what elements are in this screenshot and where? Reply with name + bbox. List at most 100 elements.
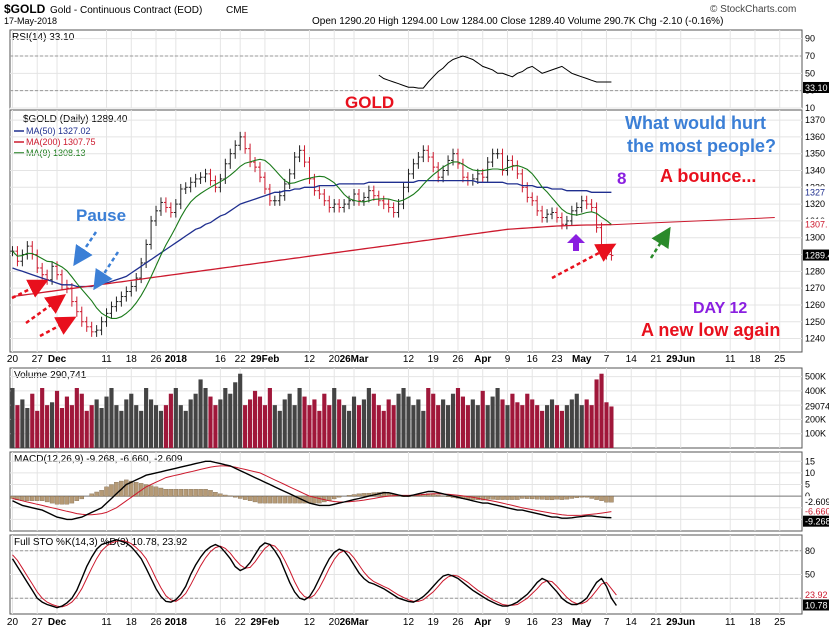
price-last-label: 1289.4 (805, 251, 829, 261)
volume-bar-99 (500, 399, 504, 448)
volume-bar-65 (332, 388, 336, 448)
volume-bar-121 (609, 406, 613, 448)
price-y-tick-2: 1260 (805, 300, 825, 310)
x-tick-b-1: 27 (32, 617, 44, 628)
ma9-line (13, 159, 612, 318)
volume-bar-109 (550, 399, 554, 448)
macd-hist-bar-17 (95, 492, 99, 496)
volume-bar-82 (416, 399, 420, 448)
volume-bar-51 (263, 405, 267, 448)
x-tick-a-3: 11 (101, 354, 112, 365)
volume-bar-8 (50, 402, 54, 448)
x-tick-a-25: 11 (725, 354, 736, 365)
volume-bar-49 (253, 391, 257, 448)
macd-hist-bar-113 (570, 496, 574, 498)
volume-bar-25 (134, 405, 138, 448)
x-tick-a-17: 9 (505, 354, 511, 365)
macd-last-label-macd: -9.268 (805, 517, 829, 527)
volume-bar-23 (124, 399, 128, 448)
ma9-legend: MA(9) 1308.13 (26, 148, 86, 158)
stochastic-last-label-d: 23.92 (805, 590, 828, 600)
vol-frame (10, 368, 802, 448)
macd-hist-bar-35 (184, 489, 188, 496)
volume-bar-58 (297, 388, 301, 448)
x-tick-b-20: May (572, 617, 592, 628)
x-tick-a-20: May (572, 354, 592, 365)
volume-bar-50 (258, 397, 262, 448)
volume-bar-35 (184, 411, 188, 448)
macd-hist-bar-42 (218, 494, 222, 496)
x-tick-b-19: 23 (551, 617, 563, 628)
macd-hist-bar-56 (288, 496, 292, 503)
volume-bar-120 (604, 402, 608, 448)
x-tick-b-0: 20 (7, 617, 19, 628)
volume-bar-43 (223, 388, 227, 448)
price-y-tick-11: 1350 (805, 149, 825, 159)
price-y-tick-12: 1360 (805, 132, 825, 142)
x-tick-a-5: 26 (150, 354, 162, 365)
x-tick-b-21: 7 (604, 617, 610, 628)
x-tick-b-26: 18 (749, 617, 761, 628)
date-label: 17-May-2018 (4, 16, 57, 26)
annotation-pause: Pause (76, 206, 126, 225)
volume-bar-3 (25, 408, 29, 448)
macd-hist-bar-66 (337, 496, 341, 497)
x-tick-b-25: 11 (725, 617, 736, 628)
volume-bar-44 (228, 394, 232, 448)
macd-hist-bar-121 (609, 496, 613, 502)
volume-bar-36 (189, 399, 193, 448)
volume-bar-93 (471, 399, 475, 448)
volume-bar-47 (243, 405, 247, 448)
volume-bar-104 (525, 394, 529, 448)
volume-bar-107 (540, 411, 544, 448)
macd-hist-bar-112 (565, 496, 569, 499)
volume-y-tick-0: 100K (805, 429, 826, 439)
x-tick-b-4: 18 (126, 617, 138, 628)
volume-bar-68 (347, 411, 351, 448)
macd-hist-bar-37 (194, 489, 198, 496)
volume-bar-103 (520, 405, 524, 448)
rsi-line (379, 56, 612, 88)
macd-hist-bar-36 (189, 489, 193, 496)
annotation-new-low: A new low again (641, 320, 780, 340)
x-tick-b-9: 29Feb (250, 617, 279, 628)
macd-hist-bar-14 (80, 496, 84, 499)
ma200-last-label: 1307. (805, 220, 828, 230)
volume-bar-17 (95, 399, 99, 448)
x-tick-b-27: 25 (774, 617, 786, 628)
volume-bar-97 (491, 397, 495, 448)
macd-y-tick-3: 5 (805, 480, 810, 490)
volume-bar-89 (451, 394, 455, 448)
macd-panel: MACD(12,26,9) -9.268, -6.660, -2.609 -10… (10, 454, 829, 527)
annotation-day12: DAY 12 (693, 300, 747, 317)
macd-hist-bar-105 (530, 496, 534, 499)
volume-bar-91 (461, 397, 465, 448)
macd-hist-bar-114 (575, 496, 579, 498)
volume-bar-24 (129, 394, 133, 448)
volume-bar-76 (387, 399, 391, 448)
x-tick-a-0: 20 (7, 354, 19, 365)
macd-hist-bar-86 (436, 495, 440, 496)
rsi-y-tick-2: 50 (805, 68, 815, 78)
volume-bar-48 (248, 399, 252, 448)
volume-bar-13 (75, 388, 79, 448)
annotation-question-line2: the most people? (627, 136, 776, 156)
macd-hist-bar-62 (317, 496, 321, 503)
volume-bar-105 (530, 399, 534, 448)
macd-hist-bar-100 (505, 496, 509, 499)
x-tick-b-13: 12 (403, 617, 415, 628)
volume-bar-45 (233, 382, 237, 448)
x-tick-a-26: 18 (749, 354, 761, 365)
volume-bar-46 (238, 374, 242, 448)
volume-bar-18 (99, 408, 103, 448)
macd-hist-bar-116 (585, 496, 589, 497)
volume-bar-115 (580, 405, 584, 448)
x-tick-b-18: 16 (527, 617, 539, 628)
x-tick-a-6: 2018 (165, 354, 188, 365)
volume-bar-78 (396, 394, 400, 448)
macd-hist-bar-29 (154, 487, 158, 496)
x-tick-a-22: 14 (626, 354, 638, 365)
x-tick-a-21: 7 (604, 354, 610, 365)
annotation-eight: 8 (617, 169, 626, 188)
volume-bar-33 (174, 388, 178, 448)
